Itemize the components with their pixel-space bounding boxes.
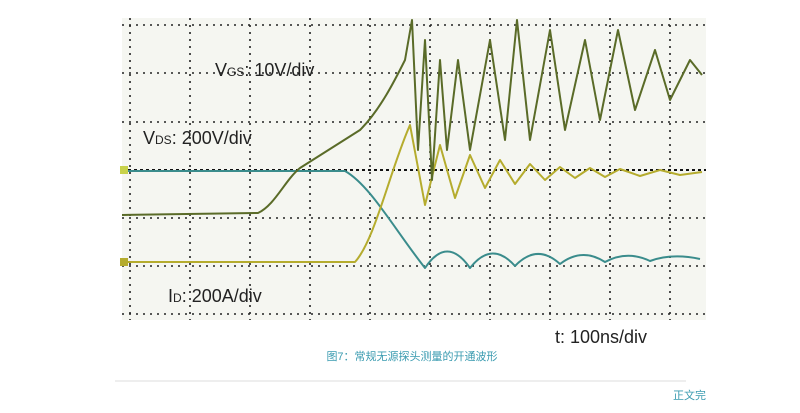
yellow-waveform	[122, 124, 703, 263]
teal-waveform	[122, 170, 701, 269]
footer-text: 正文完	[673, 388, 706, 402]
green-waveform	[121, 19, 703, 216]
caption: 图7：常规无源探头测量的开通波形	[326, 349, 497, 363]
time-label: t: 100ns/div	[555, 327, 647, 347]
id-label: ID: 200A/div	[168, 286, 262, 306]
vgs-label: VGS: 10V/div	[215, 60, 314, 80]
vds-label: VDS: 200V/div	[143, 128, 252, 148]
channel-marker	[120, 258, 128, 266]
channel-marker	[120, 166, 128, 174]
